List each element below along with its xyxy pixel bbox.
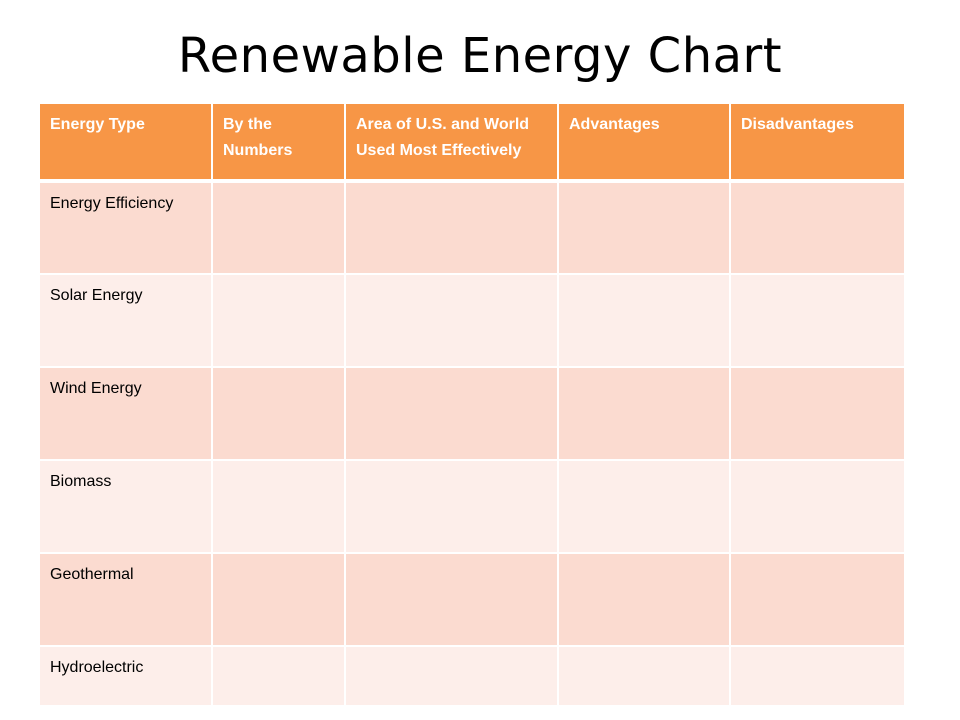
table-cell — [730, 646, 904, 707]
table-cell — [212, 367, 346, 461]
table-cell — [558, 274, 731, 368]
table-cell — [730, 181, 904, 275]
table-cell — [345, 274, 559, 368]
table-cell — [212, 274, 346, 368]
table-cell — [345, 367, 559, 461]
table-cell — [730, 367, 904, 461]
header-disadvantages: Disadvantages — [730, 104, 904, 183]
table-cell — [730, 553, 904, 647]
row-label: Biomass — [40, 460, 213, 554]
table-cell — [212, 646, 346, 707]
table-row: Geothermal — [40, 553, 904, 647]
row-label: Wind Energy — [40, 367, 213, 461]
table-cell — [212, 553, 346, 647]
row-label: Solar Energy — [40, 274, 213, 368]
row-label: Geothermal — [40, 553, 213, 647]
header-advantages: Advantages — [558, 104, 731, 183]
table-cell — [212, 181, 346, 275]
table-row: Solar Energy — [40, 274, 904, 368]
table-cell — [730, 460, 904, 554]
header-energy-type: Energy Type — [40, 104, 213, 183]
table-row: Energy Efficiency — [40, 181, 904, 275]
row-label: Hydroelectric — [40, 646, 213, 707]
table-cell — [345, 460, 559, 554]
table-cell — [212, 460, 346, 554]
table-row: Wind Energy — [40, 367, 904, 461]
renewable-energy-table: Energy Type By the Numbers Area of U.S. … — [40, 104, 904, 707]
table-cell — [730, 274, 904, 368]
table-cell — [558, 553, 731, 647]
table-cell — [558, 181, 731, 275]
row-label: Energy Efficiency — [40, 181, 213, 275]
table-row: Hydroelectric — [40, 646, 904, 707]
table-cell — [345, 646, 559, 707]
table-cell — [345, 553, 559, 647]
header-row: Energy Type By the Numbers Area of U.S. … — [40, 104, 904, 183]
table-row: Biomass — [40, 460, 904, 554]
table-cell — [345, 181, 559, 275]
header-by-the-numbers: By the Numbers — [212, 104, 346, 183]
slide-title: Renewable Energy Chart — [177, 28, 783, 84]
table-cell — [558, 460, 731, 554]
header-area-used: Area of U.S. and World Used Most Effecti… — [345, 104, 559, 183]
table-cell — [558, 646, 731, 707]
table-cell — [558, 367, 731, 461]
